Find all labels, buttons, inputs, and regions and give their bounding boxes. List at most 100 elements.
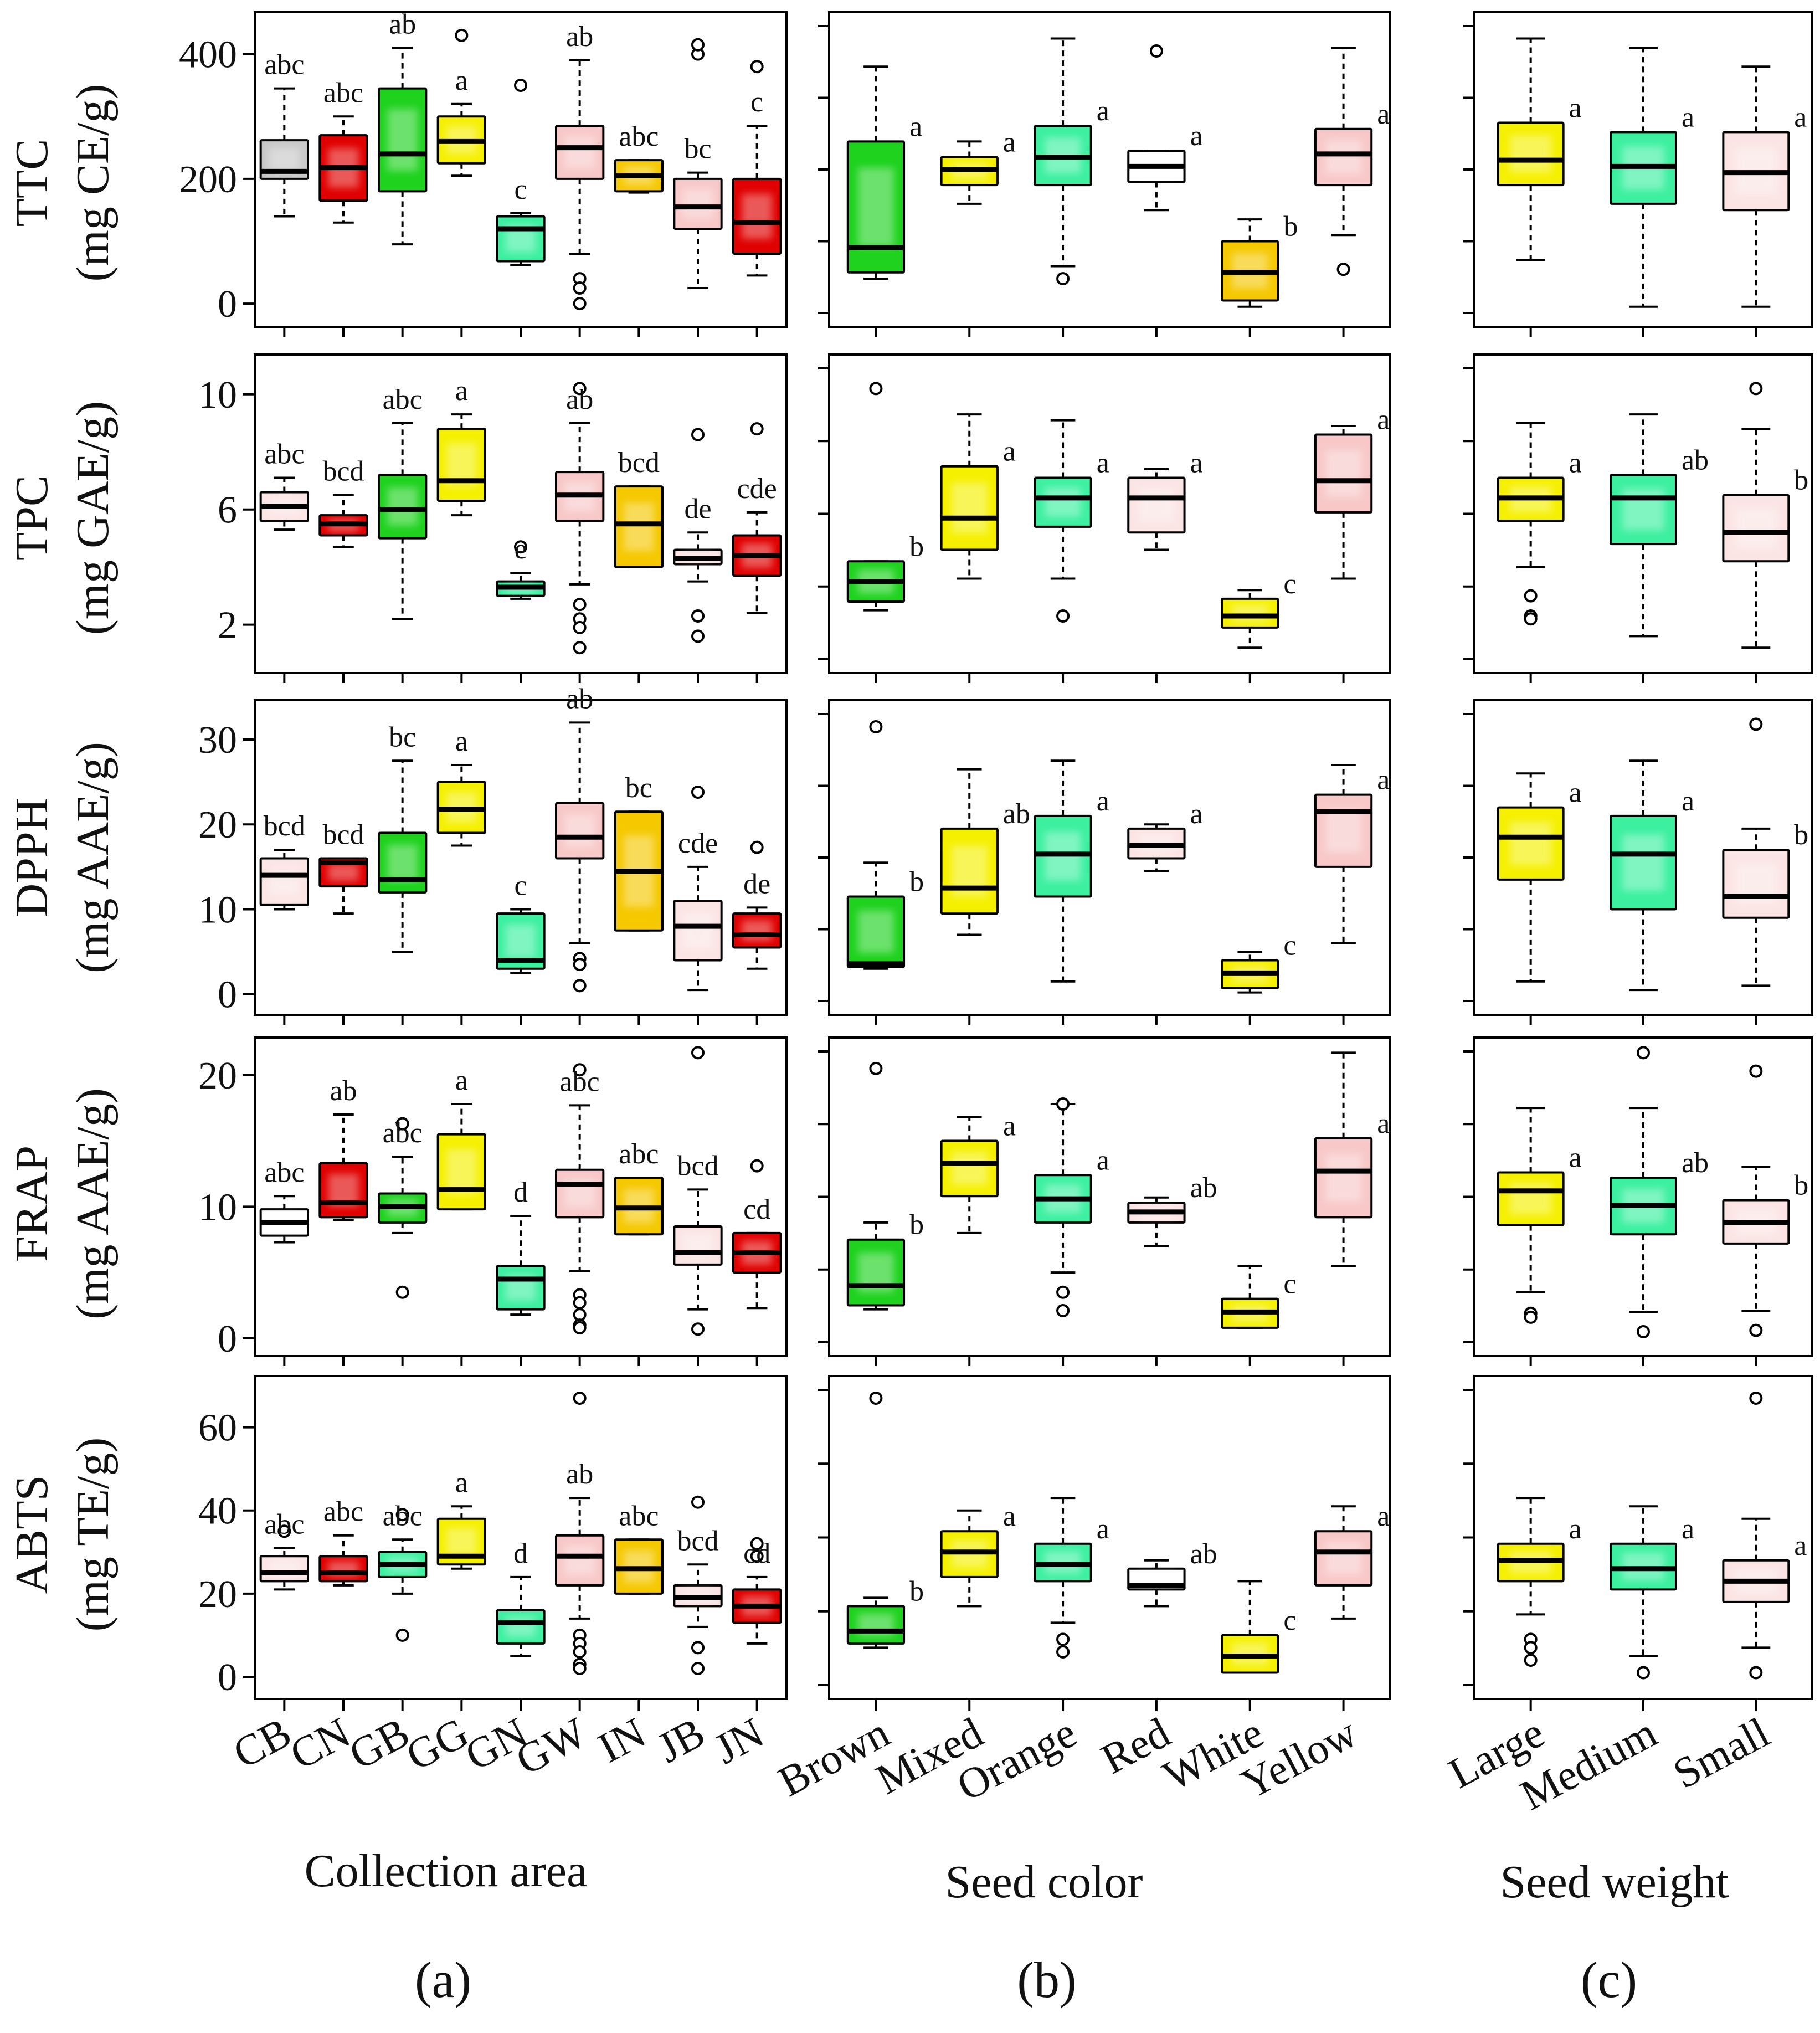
box-shading xyxy=(387,487,418,526)
y-tick-label: 2 xyxy=(218,604,237,647)
outlier-point xyxy=(750,60,764,74)
x-tick-label: JN xyxy=(706,1708,771,1773)
box-shading xyxy=(1325,450,1361,497)
significance-label: a xyxy=(1377,1501,1390,1532)
significance-label: a xyxy=(455,726,468,757)
box-jn: cde xyxy=(732,422,782,683)
significance-label: a xyxy=(1569,777,1582,809)
box-shading xyxy=(1325,809,1361,853)
panel-ttc-seed-color: a a a a b a xyxy=(818,11,1391,337)
box-shading xyxy=(328,864,359,881)
significance-label: bcd xyxy=(677,1525,718,1557)
box-jb: bcd xyxy=(673,1046,723,1366)
y-tick-label: 10 xyxy=(198,1186,237,1229)
box-gb: abc xyxy=(378,384,428,683)
box-gn: e xyxy=(496,533,546,683)
significance-label: abc xyxy=(264,439,304,470)
significance-label: ab xyxy=(1190,1172,1217,1204)
y-tick-label: 10 xyxy=(198,374,237,417)
outlier-point xyxy=(1056,1303,1070,1317)
y-tick-label: 30 xyxy=(198,719,237,762)
column-title-seed-color: Seed color xyxy=(945,1856,1143,1908)
box-shading xyxy=(1138,489,1175,522)
box-shading xyxy=(1325,1154,1361,1202)
box-shading xyxy=(269,148,300,171)
significance-label: ab xyxy=(1682,444,1709,476)
box-shading xyxy=(742,193,772,239)
panel-letter-b: (b) xyxy=(1017,1952,1076,2008)
significance-label: c xyxy=(1283,930,1296,961)
box-shading xyxy=(1138,1573,1175,1585)
outlier-point xyxy=(573,1661,587,1675)
box-brown: b xyxy=(846,382,924,683)
box-cb: bcd xyxy=(259,810,309,1025)
box-cb: abc xyxy=(259,1157,309,1366)
significance-label: b xyxy=(909,531,924,562)
box-brown: b xyxy=(846,1061,924,1366)
significance-label: a xyxy=(455,65,468,96)
significance-label: c xyxy=(514,174,527,206)
unit-label-dpph: (mg AAE/g) xyxy=(67,742,119,973)
box-gb: abc xyxy=(378,1117,428,1366)
box-jn: cd xyxy=(732,1159,782,1366)
outlier-point xyxy=(691,609,705,623)
y-tick-label: 20 xyxy=(198,1055,237,1097)
outlier-point xyxy=(1056,609,1070,623)
significance-label: a xyxy=(1569,448,1582,479)
significance-label: ab xyxy=(566,384,593,415)
outlier-point xyxy=(869,1061,883,1075)
unit-label-tpc: (mg GAE/g) xyxy=(67,401,119,635)
outlier-point xyxy=(573,1321,587,1334)
x-tick-label: Small xyxy=(1665,1708,1777,1798)
significance-label: a xyxy=(1682,101,1694,133)
box-in: bcd xyxy=(614,447,664,683)
panel-frap-seed-color: b a a ab c a xyxy=(818,1036,1391,1366)
outlier-point xyxy=(1056,272,1070,286)
significance-label: d xyxy=(513,1177,528,1208)
box-shading xyxy=(387,845,418,881)
box-shading xyxy=(1509,822,1552,865)
outlier-point xyxy=(869,382,883,396)
outlier-point xyxy=(1524,612,1538,626)
box-small: b xyxy=(1722,1064,1808,1366)
y-tick-label: 20 xyxy=(198,804,237,846)
outlier-point xyxy=(573,1063,587,1077)
box-small: a xyxy=(1722,65,1807,337)
panel-tpc-seed-weight: a ab b xyxy=(1463,353,1813,683)
significance-label: bc xyxy=(389,721,416,753)
outlier-point xyxy=(869,720,883,733)
outlier-point xyxy=(573,620,587,634)
outlier-point xyxy=(395,1285,409,1299)
box-mixed: a xyxy=(940,126,1016,337)
box-large: a xyxy=(1497,1107,1582,1366)
significance-label: bcd xyxy=(677,1150,718,1182)
box-large: a xyxy=(1497,37,1582,337)
significance-label: b xyxy=(1794,1169,1808,1201)
y-tick-label: 0 xyxy=(218,283,237,326)
outlier-point xyxy=(277,1524,291,1538)
significance-label: a xyxy=(1003,436,1016,468)
significance-label: a xyxy=(1003,1111,1016,1142)
box-large: a xyxy=(1497,422,1582,683)
box-gw: ab xyxy=(555,683,605,1025)
plot-frame xyxy=(828,353,1391,674)
y-tick-label: 60 xyxy=(198,1407,237,1450)
significance-label: a xyxy=(1377,764,1390,796)
box-shading xyxy=(682,912,713,948)
box-shading xyxy=(951,1152,988,1185)
row-label-frap: FRAP xyxy=(6,1146,58,1262)
significance-label: c xyxy=(1283,568,1296,600)
box-mixed: ab xyxy=(940,768,1030,1025)
box-shading xyxy=(1232,604,1268,622)
significance-label: a xyxy=(1794,1530,1807,1562)
significance-label: cde xyxy=(678,828,718,859)
box-red: a xyxy=(1127,448,1203,683)
outlier-point xyxy=(1056,1645,1070,1659)
significance-label: b xyxy=(909,866,924,897)
panel-dpph-seed-color: b ab a a c a xyxy=(818,699,1391,1025)
outlier-point xyxy=(1056,1285,1070,1299)
significance-label: a xyxy=(909,111,922,142)
significance-label: a xyxy=(1097,95,1109,127)
